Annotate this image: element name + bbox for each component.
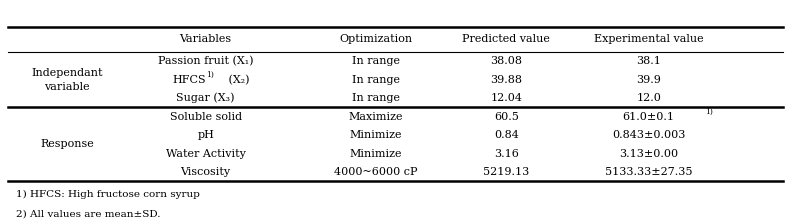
Text: 60.5: 60.5 bbox=[494, 112, 519, 122]
Text: 2) All values are mean±SD.: 2) All values are mean±SD. bbox=[16, 210, 161, 219]
Text: (X₂): (X₂) bbox=[225, 74, 250, 85]
Text: 5133.33±27.35: 5133.33±27.35 bbox=[605, 167, 692, 177]
Text: 61.0±0.1: 61.0±0.1 bbox=[623, 112, 675, 122]
Text: 12.04: 12.04 bbox=[490, 93, 522, 103]
Text: In range: In range bbox=[352, 75, 399, 85]
Text: 38.08: 38.08 bbox=[490, 56, 522, 66]
Text: 0.843±0.003: 0.843±0.003 bbox=[612, 130, 685, 140]
Text: Predicted value: Predicted value bbox=[462, 34, 551, 44]
Text: Experimental value: Experimental value bbox=[594, 34, 703, 44]
Text: 38.1: 38.1 bbox=[636, 56, 661, 66]
Text: Passion fruit (X₁): Passion fruit (X₁) bbox=[158, 56, 253, 66]
Text: 3.13±0.00: 3.13±0.00 bbox=[619, 149, 678, 158]
Text: 1) HFCS: High fructose corn syrup: 1) HFCS: High fructose corn syrup bbox=[16, 190, 199, 199]
Text: 39.9: 39.9 bbox=[636, 75, 661, 85]
Text: Water Activity: Water Activity bbox=[166, 149, 245, 158]
Text: Variables: Variables bbox=[180, 34, 232, 44]
Text: Optimization: Optimization bbox=[339, 34, 412, 44]
Text: In range: In range bbox=[352, 56, 399, 66]
Text: 1): 1) bbox=[206, 70, 214, 78]
Text: Viscosity: Viscosity bbox=[180, 167, 231, 177]
Text: pH: pH bbox=[197, 130, 214, 140]
Text: 1): 1) bbox=[706, 107, 713, 115]
Text: 39.88: 39.88 bbox=[490, 75, 522, 85]
Text: HFCS: HFCS bbox=[172, 75, 206, 85]
Text: Sugar (X₃): Sugar (X₃) bbox=[176, 93, 235, 103]
Text: Minimize: Minimize bbox=[350, 149, 402, 158]
Text: Soluble solid: Soluble solid bbox=[169, 112, 242, 122]
Text: 0.84: 0.84 bbox=[494, 130, 519, 140]
Text: 3.16: 3.16 bbox=[494, 149, 519, 158]
Text: 4000~6000 cP: 4000~6000 cP bbox=[334, 167, 418, 177]
Text: 12.0: 12.0 bbox=[636, 93, 661, 103]
Text: 5219.13: 5219.13 bbox=[483, 167, 529, 177]
Text: Maximize: Maximize bbox=[349, 112, 403, 122]
Text: Independant
variable: Independant variable bbox=[32, 68, 103, 92]
Text: Response: Response bbox=[40, 139, 94, 149]
Text: In range: In range bbox=[352, 93, 399, 103]
Text: Minimize: Minimize bbox=[350, 130, 402, 140]
